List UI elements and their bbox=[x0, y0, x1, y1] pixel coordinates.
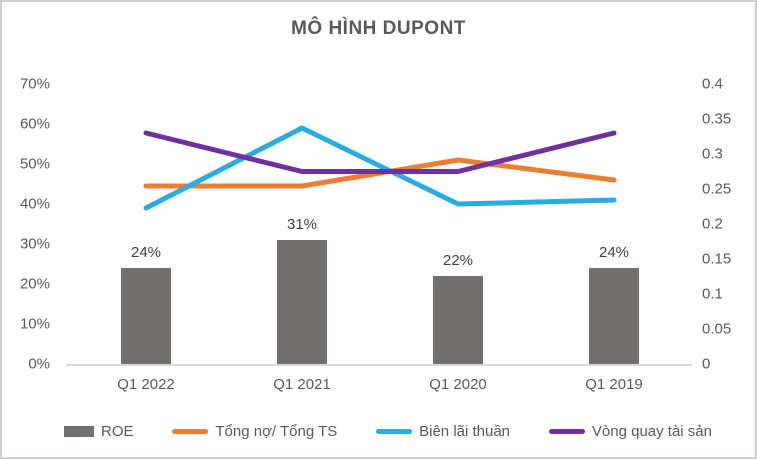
left-axis-tick: 50% bbox=[19, 155, 50, 173]
right-axis-tick: 0.15 bbox=[702, 250, 732, 268]
legend-label: Tổng nợ/ Tổng TS bbox=[215, 422, 338, 440]
bar-value-label: 31% bbox=[286, 216, 318, 233]
roe-bar bbox=[433, 276, 483, 365]
x-axis-label: Q1 2020 bbox=[429, 376, 487, 393]
roe-bar bbox=[589, 268, 639, 365]
left-axis-tick: 0% bbox=[28, 355, 50, 373]
line-series bbox=[143, 125, 617, 211]
roe-bar bbox=[277, 240, 327, 365]
legend-label: Biên lãi thuần bbox=[419, 422, 511, 440]
bar-value-label: 24% bbox=[598, 244, 630, 261]
legend-line-swatch bbox=[376, 428, 413, 434]
right-axis-tick: 0.25 bbox=[702, 180, 732, 198]
right-axis-tick: 0.2 bbox=[702, 215, 723, 233]
right-axis-tick: 0 bbox=[702, 355, 711, 373]
left-axis-tick: 20% bbox=[19, 275, 50, 293]
right-axis-tick: 0.35 bbox=[702, 110, 732, 128]
legend-item: ROE bbox=[64, 423, 134, 440]
chart-title: MÔ HÌNH DUPONT bbox=[291, 18, 466, 39]
right-axis-tick: 0.1 bbox=[702, 285, 723, 303]
left-axis-tick: 70% bbox=[19, 75, 50, 93]
roe-bar bbox=[121, 268, 171, 365]
right-axis-tick: 0.3 bbox=[702, 145, 723, 163]
legend-label: Vòng quay tài sản bbox=[591, 422, 712, 440]
legend-item: Vòng quay tài sản bbox=[548, 422, 712, 440]
x-axis-label: Q1 2019 bbox=[585, 376, 643, 393]
bar-value-label: 24% bbox=[130, 244, 162, 261]
legend: ROE Tổng nợ/ Tổng TS Biên lãi thuần Vòng qu… bbox=[64, 415, 712, 447]
bar-value-label: 22% bbox=[442, 252, 474, 269]
legend-line-swatch bbox=[548, 428, 585, 434]
left-axis-tick: 40% bbox=[19, 195, 50, 213]
left-axis-tick: 60% bbox=[19, 115, 50, 133]
legend-label: ROE bbox=[101, 422, 134, 440]
x-axis-label: Q1 2022 bbox=[117, 376, 175, 393]
legend-item: Biên lãi thuần bbox=[376, 423, 510, 440]
right-axis-tick: 0.4 bbox=[702, 75, 723, 93]
legend-item: Tổng nợ/ Tổng TS bbox=[172, 423, 337, 440]
left-axis-tick: 10% bbox=[19, 315, 50, 333]
line-series bbox=[143, 130, 617, 174]
legend-line-swatch bbox=[172, 428, 209, 434]
right-axis-tick: 0.05 bbox=[702, 320, 732, 338]
left-axis-tick: 30% bbox=[19, 235, 50, 253]
legend-bar-swatch bbox=[64, 425, 94, 437]
x-axis-label: Q1 2021 bbox=[273, 376, 331, 393]
